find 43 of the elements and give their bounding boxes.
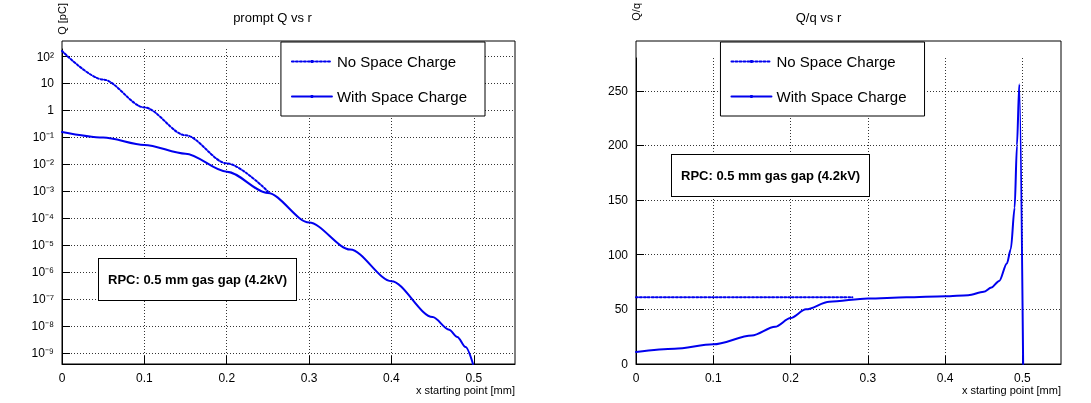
x-axis-title: x starting point [mm] <box>415 383 515 396</box>
y-tick-label: 10 <box>40 76 55 91</box>
x-tick-label: 0.4 <box>936 371 954 385</box>
y-tick-label: 10⁻⁶ <box>31 265 55 280</box>
x-tick-label: 0.2 <box>218 371 236 385</box>
y-tick-label: 250 <box>607 83 629 98</box>
y-tick-label: 200 <box>607 138 629 153</box>
x-axis-title: x starting point [mm] <box>961 383 1061 396</box>
x-tick-label: 0.5 <box>465 371 483 385</box>
y-tick-label: 10⁻⁷ <box>32 292 54 307</box>
y-tick-label: 10² <box>36 49 54 64</box>
legend-label: No Space Charge <box>336 53 457 70</box>
line-series <box>635 83 1025 365</box>
x-tick-label: 0.3 <box>300 371 318 385</box>
legend-label: With Space Charge <box>776 88 907 105</box>
y-tick-label: 10⁻¹ <box>32 130 54 145</box>
y-tick-label: 10⁻² <box>32 157 54 172</box>
legend-label: With Space Charge <box>336 88 468 105</box>
x-tick-label: 0.5 <box>1014 371 1032 385</box>
y-tick-label: 50 <box>614 302 629 317</box>
y-axis-title: Q [pC] <box>56 3 68 35</box>
legend-label: No Space Charge <box>776 53 896 70</box>
annotation: RPC: 0.5 mm gas gap (4.2kV) <box>98 258 298 301</box>
y-tick-label: 10⁻⁵ <box>31 238 55 253</box>
x-tick-label: 0.2 <box>782 371 800 385</box>
x-tick-label: 0 <box>58 371 66 385</box>
y-tick-label: 0 <box>621 357 629 371</box>
x-tick-label: 0 <box>632 371 640 385</box>
x-tick-label: 0.4 <box>383 371 401 385</box>
x-tick-label: 0.1 <box>704 371 722 385</box>
y-tick-label: 150 <box>607 193 629 208</box>
x-tick-label: 0.1 <box>136 371 154 385</box>
y-tick-label: 100 <box>607 247 629 262</box>
annotation: RPC: 0.5 mm gas gap (4.2kV) <box>671 154 871 197</box>
y-axis-title: Q/q <box>630 3 642 21</box>
x-tick-label: 0.3 <box>859 371 877 385</box>
chart-title: Q/q vs r <box>795 10 842 25</box>
chart-title: prompt Q vs r <box>233 10 313 25</box>
y-tick-label: 1 <box>47 103 55 118</box>
y-tick-label: 10⁻⁴ <box>31 211 54 226</box>
y-tick-label: 10⁻⁸ <box>31 319 54 334</box>
y-tick-label: 10⁻³ <box>32 184 54 199</box>
y-tick-label: 10⁻⁹ <box>31 346 54 361</box>
